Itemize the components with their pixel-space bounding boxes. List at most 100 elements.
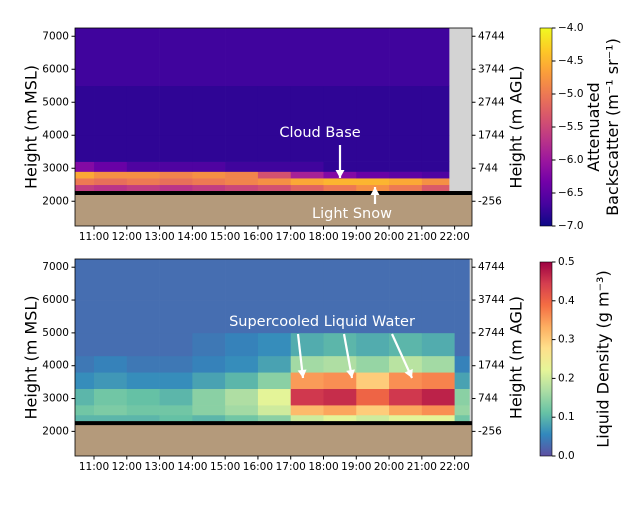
heatmap-cell: [225, 161, 259, 172]
heatmap-cell: [257, 184, 292, 194]
heatmap-cell: [323, 388, 357, 406]
colorbar-tick-label: −4.0: [558, 22, 584, 34]
heatmap-cell: [323, 300, 357, 334]
heatmap-cell: [94, 414, 128, 424]
heatmap-cell: [159, 355, 193, 373]
heatmap-cell: [94, 178, 128, 186]
annotation: Supercooled Liquid Water: [229, 314, 415, 330]
heatmap-cell: [94, 171, 128, 179]
x-tick-label: 19:00: [341, 231, 371, 243]
heatmap-cell: [290, 388, 324, 406]
heatmap-cell: [159, 135, 193, 162]
colorbar-tick-label: 0.0: [558, 450, 575, 462]
heatmap-cell: [290, 85, 324, 136]
heatmap-cell: [356, 184, 390, 194]
annotation-arrow: [390, 333, 414, 379]
heatmap-cell: [421, 178, 450, 186]
heatmap-cell: [75, 178, 95, 186]
colorbar: [539, 261, 553, 457]
x-tick-label: 22:00: [439, 461, 469, 473]
colorbar-tick-label: −4.5: [558, 55, 584, 67]
heatmap-cell: [356, 178, 390, 186]
heatmap-cell: [257, 405, 292, 416]
y2-tick-label: -256: [478, 425, 502, 437]
y2-tick-label: 2744: [478, 96, 505, 108]
heatmap-cell: [126, 355, 160, 373]
heatmap-cell: [356, 300, 390, 334]
heatmap-cell: [389, 372, 423, 389]
heatmap-cell: [356, 372, 390, 389]
x-tick-label: 21:00: [407, 461, 437, 473]
y-axis-label: Height (m MSL): [22, 295, 41, 419]
y-tick-label: 2000: [42, 425, 69, 437]
x-tick-label: 15:00: [210, 231, 240, 243]
heatmap-cell: [159, 332, 193, 357]
heatmap-cell: [421, 414, 455, 424]
colorbar-tick-label: 0.5: [558, 256, 575, 268]
colorbar-tick-label: 0.3: [558, 334, 575, 346]
annotation-arrowhead: [335, 170, 345, 178]
heatmap-cell: [94, 355, 128, 373]
plot-frame: [74, 27, 473, 227]
heatmap-cell: [454, 388, 470, 406]
x-tick-label: 14:00: [177, 231, 207, 243]
y2-axis-label: Height (m AGL): [507, 296, 526, 419]
heatmap-cell: [192, 161, 226, 172]
heatmap-cell: [257, 85, 292, 136]
heatmap-cell: [94, 332, 128, 357]
heatmap-cell: [75, 259, 95, 301]
y-tick-label: 2000: [42, 195, 69, 207]
heatmap-cell: [225, 178, 259, 186]
heatmap-cell: [421, 332, 455, 357]
heatmap-cell: [75, 135, 95, 162]
heatmap-cell: [94, 28, 128, 87]
y2-tick-label: 3744: [478, 294, 505, 306]
heatmap-cell: [356, 332, 390, 357]
heatmap-cell: [323, 405, 357, 416]
heatmap-cell: [454, 300, 470, 334]
heatmap-cell: [454, 259, 470, 301]
x-tick-label: 16:00: [243, 231, 273, 243]
heatmap-cell: [126, 85, 160, 136]
x-tick-label: 11:00: [79, 231, 109, 243]
heatmap-cell: [94, 161, 128, 172]
y-tick-label: 7000: [42, 261, 69, 273]
heatmap-cell: [192, 178, 226, 186]
heatmap-cell: [389, 135, 423, 162]
heatmap-cell: [257, 135, 292, 162]
heatmap-cell: [192, 414, 226, 424]
y-tick-label: 7000: [42, 30, 69, 42]
heatmap-cell: [126, 259, 160, 301]
colorbar-label: Attenuated: [584, 82, 603, 171]
heatmap-cell: [126, 28, 160, 87]
heatmap-cell: [389, 300, 423, 334]
y2-tick-label: 1744: [478, 360, 505, 372]
heatmap-cell: [94, 135, 128, 162]
heatmap-cell: [290, 28, 324, 87]
heatmap-cell: [94, 85, 128, 136]
heatmap-cell: [290, 135, 324, 162]
x-tick-label: 18:00: [308, 231, 338, 243]
heatmap-cell: [421, 300, 455, 334]
heatmap-cell: [192, 332, 226, 357]
heatmap-cell: [75, 388, 95, 406]
heatmap-cell: [159, 171, 193, 179]
heatmap-cell: [126, 184, 160, 194]
x-tick-label: 19:00: [341, 461, 371, 473]
heatmap-cell: [290, 332, 324, 357]
heatmap-cell: [421, 184, 450, 194]
heatmap-cell: [75, 372, 95, 389]
heatmap-cell: [454, 405, 470, 416]
x-tick-label: 16:00: [243, 461, 273, 473]
colorbar-tick-label: 0.4: [558, 295, 575, 307]
ground: [75, 193, 472, 226]
heatmap-cell: [389, 259, 423, 301]
heatmap-cell: [126, 405, 160, 416]
heatmap-cell: [356, 28, 390, 87]
heatmap-cell: [389, 332, 423, 357]
heatmap-cell: [290, 259, 324, 301]
heatmap-cell: [389, 405, 423, 416]
colorbar-label: Backscatter (m⁻¹ sr⁻¹): [603, 38, 622, 216]
heatmap-cell: [159, 28, 193, 87]
